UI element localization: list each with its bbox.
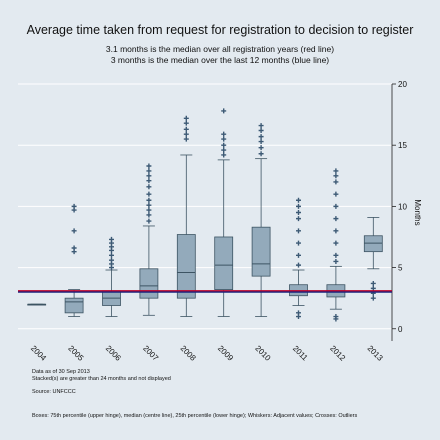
outlier-2012-9 [333, 179, 339, 185]
outlier-2013-3 [370, 280, 376, 286]
outlier-2011-3 [296, 252, 301, 258]
outlier-2007-9 [146, 168, 152, 174]
outlier-2006-3 [109, 252, 114, 258]
outlier-2013-0 [370, 295, 376, 301]
outlier-2012-3 [333, 252, 339, 258]
outlier-2012-4 [333, 240, 339, 246]
box-2008 [176, 234, 196, 299]
outlier-2009-5 [221, 108, 227, 114]
outlier-2013-2 [370, 285, 376, 291]
outlier-2005-4 [71, 203, 77, 209]
box-2005 [64, 297, 84, 314]
outlier-2010-1 [258, 145, 264, 151]
outlier-2008-2 [183, 126, 189, 132]
x-tick-label-2006: 2006 [104, 344, 123, 363]
outlier-2011-5 [296, 228, 301, 234]
outlier-2007-7 [146, 178, 152, 184]
chart-subtitle-line-2: 3 months is the median over the last 12 … [110, 55, 330, 65]
footnote-outliers: Stacked(s) are greater than 24 months an… [32, 376, 171, 382]
outlier-2009-3 [221, 136, 227, 142]
x-tick-label-2008: 2008 [179, 344, 198, 363]
footnote-source: Source: UNFCCC [32, 389, 76, 395]
outlier-2010-4 [258, 128, 264, 134]
box-2010 [251, 226, 271, 277]
x-tick-label-2010: 2010 [253, 344, 272, 363]
outlier-2011-6 [296, 216, 301, 222]
outlier-2011-7 [296, 210, 301, 215]
outlier-2012-10 [333, 173, 339, 179]
outlier-2011-2 [296, 262, 301, 268]
outlier-2007-6 [146, 184, 152, 190]
outlier-2012-1 [333, 314, 339, 320]
chart-subtitle-line-1: 3.1 months is the median over all regist… [105, 44, 335, 54]
outlier-2007-1 [146, 212, 152, 218]
chart-title: Average time taken from request for regi… [26, 23, 414, 37]
x-tick-label-2013: 2013 [366, 344, 385, 363]
outlier-2010-2 [258, 139, 264, 145]
outlier-2012-11 [333, 168, 339, 174]
outlier-2007-2 [146, 207, 152, 213]
x-tick-label-2009: 2009 [216, 344, 235, 363]
outlier-2009-2 [221, 142, 227, 148]
outlier-2011-1 [296, 310, 301, 316]
outlier-2009-1 [221, 147, 227, 153]
outlier-2007-8 [146, 173, 152, 179]
x-tick-label-2011: 2011 [291, 344, 310, 363]
outlier-2007-0 [146, 218, 152, 224]
outlier-2006-7 [109, 236, 114, 242]
outlier-2007-3 [146, 202, 152, 208]
outlier-2011-8 [296, 203, 301, 209]
outlier-2007-5 [146, 191, 152, 197]
outlier-2009-0 [221, 152, 227, 158]
outlier-2012-2 [333, 258, 339, 264]
outlier-2006-2 [109, 257, 114, 263]
outlier-2005-1 [71, 245, 77, 251]
y-tick-label-15: 15 [398, 141, 407, 150]
outlier-2007-4 [146, 197, 152, 203]
footnote-date: Data as of 30 Sep 2013 [32, 369, 90, 375]
outlier-2011-4 [296, 240, 301, 246]
outlier-2010-5 [258, 123, 264, 129]
outlier-2008-0 [183, 136, 189, 142]
outlier-2009-4 [221, 131, 227, 137]
x-tick-label-2005: 2005 [66, 344, 85, 363]
y-tick-label-20: 20 [398, 80, 407, 89]
outlier-2008-4 [183, 115, 189, 121]
y-axis-title: Months [413, 199, 422, 225]
x-tick-label-2007: 2007 [141, 344, 160, 363]
outlier-2012-6 [333, 216, 339, 222]
outlier-2010-0 [258, 151, 264, 157]
footnote-legend: Boxes: 75th percentile (upper hinge), me… [32, 413, 358, 419]
outlier-2012-7 [333, 203, 339, 209]
outlier-2008-3 [183, 120, 189, 126]
outlier-2008-1 [183, 131, 189, 137]
outlier-2012-8 [333, 191, 339, 197]
x-tick-label-2004: 2004 [29, 344, 48, 363]
outlier-2011-9 [296, 197, 301, 203]
y-tick-label-0: 0 [398, 325, 403, 334]
box-2013 [363, 235, 383, 253]
outlier-2007-10 [146, 163, 152, 169]
outlier-2005-2 [71, 228, 77, 234]
y-tick-label-5: 5 [398, 264, 403, 273]
box-2007 [139, 268, 159, 299]
outlier-2012-5 [333, 228, 339, 234]
y-tick-label-10: 10 [398, 202, 407, 211]
outlier-2010-3 [258, 134, 264, 140]
box-2009 [214, 236, 234, 291]
x-tick-label-2012: 2012 [328, 344, 347, 363]
